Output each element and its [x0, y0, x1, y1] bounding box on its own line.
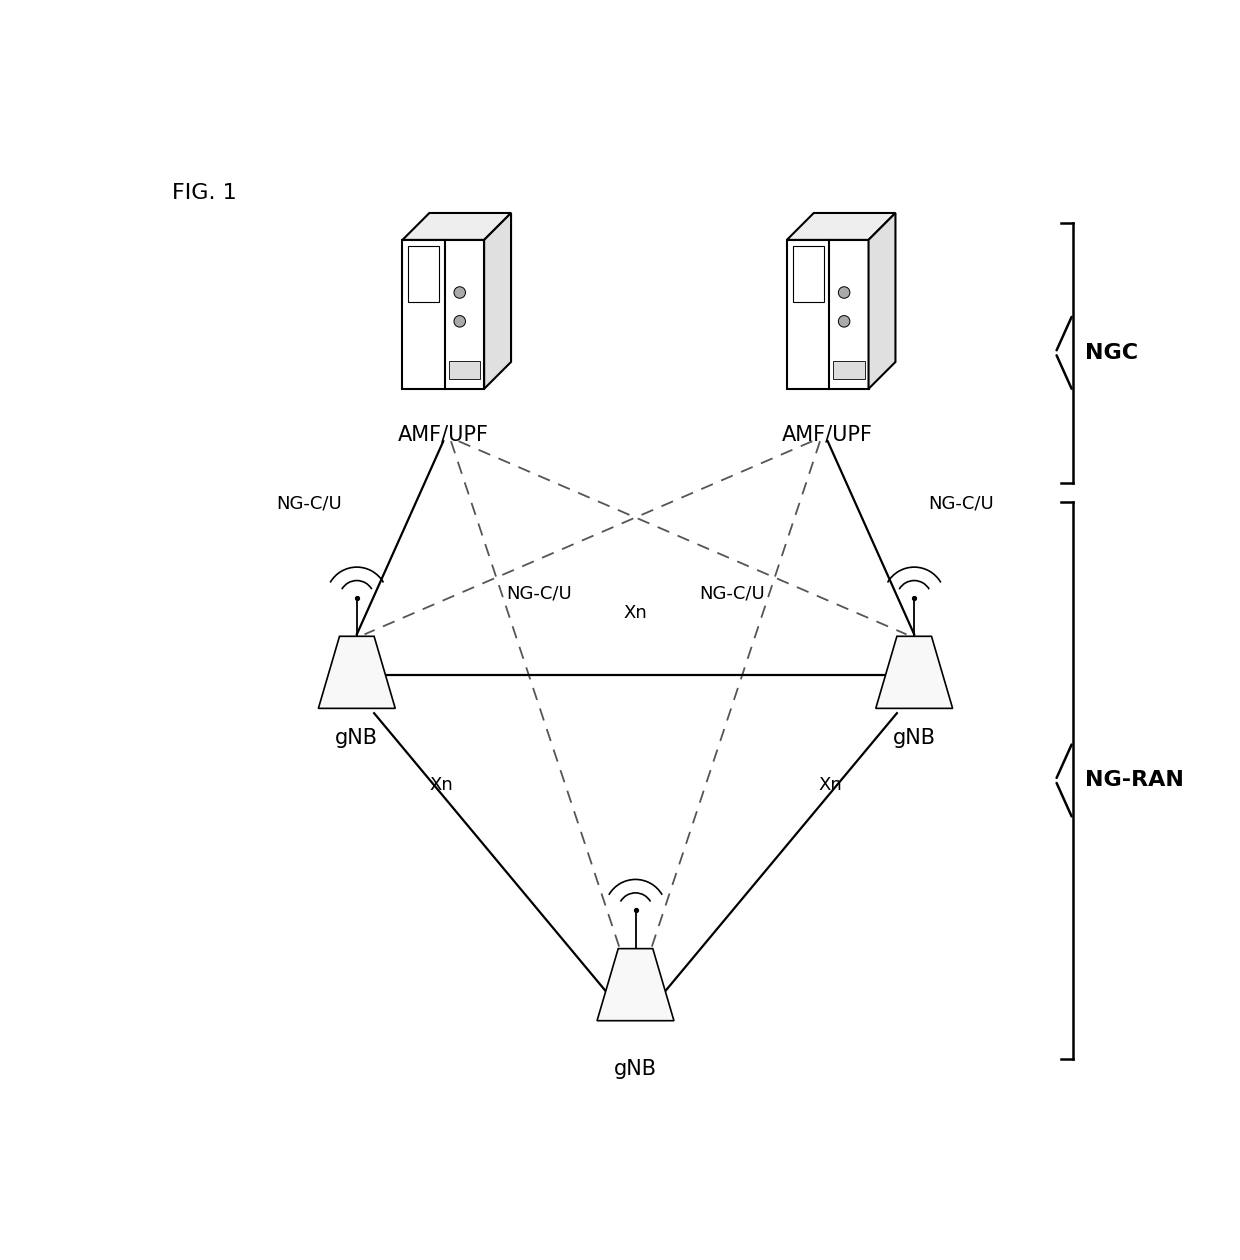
Text: Xn: Xn	[624, 604, 647, 622]
Polygon shape	[875, 636, 952, 708]
Text: NG-C/U: NG-C/U	[506, 585, 572, 602]
Text: gNB: gNB	[893, 727, 936, 747]
Polygon shape	[449, 362, 480, 379]
Text: NG-C/U: NG-C/U	[277, 495, 342, 513]
Polygon shape	[787, 213, 895, 239]
Polygon shape	[787, 239, 868, 389]
Text: Xn: Xn	[818, 776, 842, 794]
Text: FIG. 1: FIG. 1	[172, 183, 237, 203]
Polygon shape	[596, 949, 675, 1021]
Circle shape	[838, 287, 849, 299]
Text: AMF/UPF: AMF/UPF	[398, 425, 489, 445]
Polygon shape	[484, 213, 511, 389]
Circle shape	[454, 287, 465, 299]
Text: NG-RAN: NG-RAN	[1085, 770, 1184, 790]
Text: AMF/UPF: AMF/UPF	[782, 425, 873, 445]
Text: NGC: NGC	[1085, 343, 1138, 363]
Polygon shape	[792, 246, 823, 302]
Polygon shape	[403, 213, 511, 239]
Circle shape	[838, 315, 849, 328]
Polygon shape	[833, 362, 864, 379]
Text: gNB: gNB	[614, 1060, 657, 1079]
Polygon shape	[408, 246, 439, 302]
Text: NG-C/U: NG-C/U	[699, 585, 765, 602]
Circle shape	[454, 315, 465, 328]
Polygon shape	[403, 239, 484, 389]
Text: NG-C/U: NG-C/U	[929, 495, 994, 513]
Text: Xn: Xn	[429, 776, 453, 794]
Polygon shape	[868, 213, 895, 389]
Text: gNB: gNB	[335, 727, 378, 747]
Polygon shape	[319, 636, 396, 708]
